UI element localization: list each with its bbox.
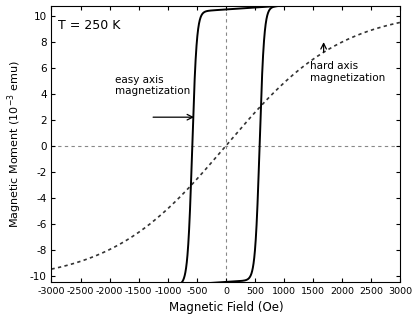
X-axis label: Magnetic Field (Oe): Magnetic Field (Oe) [168,301,283,315]
Y-axis label: Magnetic Moment (10$^{-3}$ emu): Magnetic Moment (10$^{-3}$ emu) [5,60,24,228]
Text: easy axis
magnetization: easy axis magnetization [115,75,191,96]
Text: T = 250 K: T = 250 K [59,19,121,32]
Text: hard axis
magnetization: hard axis magnetization [310,61,385,83]
